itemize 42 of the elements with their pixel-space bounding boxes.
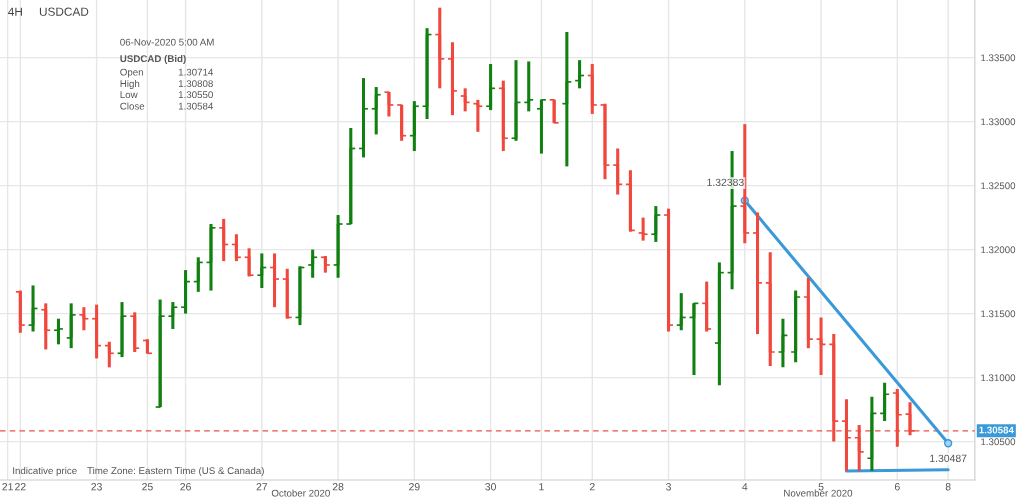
x-tick-label: 28 bbox=[332, 483, 344, 491]
text: October 2020 bbox=[271, 489, 330, 497]
x-tick-label: 30 bbox=[485, 483, 496, 491]
x-tick-label: 27 bbox=[256, 483, 268, 491]
x-tick-label: 29 bbox=[409, 483, 420, 491]
annotation: Low bbox=[120, 91, 138, 99]
annotation: High bbox=[120, 79, 140, 89]
annotation: 1.30714 bbox=[178, 68, 214, 76]
y-tick-label: 1.31000 bbox=[981, 374, 1016, 382]
annotation: Close bbox=[120, 102, 145, 110]
chart-subtitle: USDCAD bbox=[39, 7, 89, 16]
y-tick-label: 1.32500 bbox=[981, 182, 1016, 190]
x-tick-label: 23 bbox=[91, 483, 102, 491]
x-tick-label: 21 bbox=[2, 483, 13, 491]
x-tick-label: 2 bbox=[589, 483, 595, 491]
annotation: USDCAD (Bid) bbox=[120, 54, 186, 64]
x-tick-label: 3 bbox=[666, 483, 671, 491]
x-tick-label: 22 bbox=[15, 483, 26, 491]
annotation: 1.30584 bbox=[178, 102, 214, 110]
annotation: 1.30550 bbox=[178, 91, 213, 99]
text: November 2020 bbox=[784, 489, 853, 497]
annotation: 06-Nov-2020 5:00 AM bbox=[120, 38, 214, 46]
annotation: Open bbox=[120, 68, 143, 78]
y-tick-label: 1.31500 bbox=[981, 310, 1016, 318]
data-label: 1.32383 bbox=[707, 178, 744, 187]
x-tick-label: 26 bbox=[180, 483, 191, 491]
data-label: 1.30487 bbox=[930, 454, 967, 463]
chart-title: 4H bbox=[8, 7, 22, 16]
y-tick-label: 1.33500 bbox=[981, 54, 1016, 62]
y-tick-label: 1.30500 bbox=[981, 438, 1016, 446]
y-tick-label: 1.32000 bbox=[981, 246, 1016, 254]
annotation: Indicative price bbox=[13, 466, 77, 476]
x-tick-label: 4 bbox=[742, 483, 748, 491]
x-tick-label: 5 bbox=[818, 483, 824, 491]
annotation: 1.30808 bbox=[178, 80, 213, 88]
x-tick-label: 6 bbox=[894, 483, 900, 491]
y-tick-label: 1.33000 bbox=[981, 118, 1016, 126]
ref-line-label: 1.30584 bbox=[979, 426, 1014, 434]
x-tick-label: 1 bbox=[539, 483, 544, 491]
x-tick-label: 25 bbox=[142, 483, 153, 491]
annotation: Time Zone: Eastern Time (US & Canada) bbox=[87, 466, 264, 476]
x-tick-label: 8 bbox=[945, 483, 951, 491]
